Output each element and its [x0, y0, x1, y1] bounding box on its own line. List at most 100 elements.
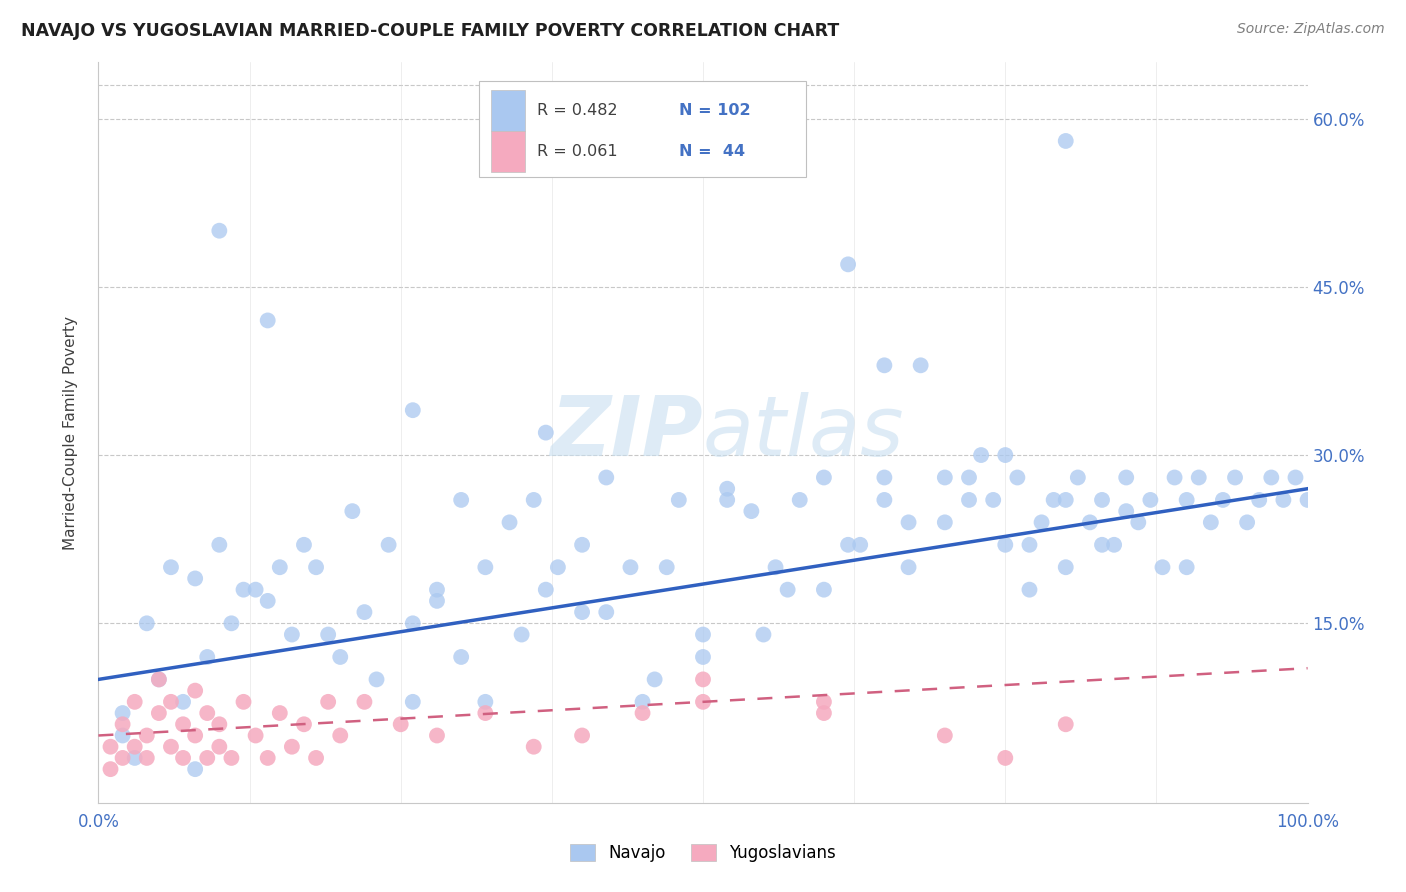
- Point: [232, 695, 254, 709]
- Point: [716, 482, 738, 496]
- Point: [195, 706, 218, 720]
- Point: [329, 729, 352, 743]
- Point: [172, 695, 194, 709]
- Point: [389, 717, 412, 731]
- Point: [1272, 492, 1295, 507]
- Point: [934, 470, 956, 484]
- Point: [124, 751, 146, 765]
- Point: [692, 695, 714, 709]
- Point: [1115, 504, 1137, 518]
- Point: [957, 492, 980, 507]
- Point: [547, 560, 569, 574]
- Point: [256, 751, 278, 765]
- Point: [1054, 717, 1077, 731]
- Point: [1249, 492, 1271, 507]
- Point: [366, 673, 388, 687]
- Point: [1139, 492, 1161, 507]
- Point: [1128, 516, 1150, 530]
- Point: [1260, 470, 1282, 484]
- Point: [316, 695, 339, 709]
- Text: NAVAJO VS YUGOSLAVIAN MARRIED-COUPLE FAMILY POVERTY CORRELATION CHART: NAVAJO VS YUGOSLAVIAN MARRIED-COUPLE FAM…: [21, 22, 839, 40]
- Point: [510, 627, 533, 641]
- Point: [910, 359, 932, 373]
- Point: [342, 504, 364, 518]
- Text: atlas: atlas: [703, 392, 904, 473]
- Point: [184, 571, 207, 585]
- Point: [148, 673, 170, 687]
- Point: [160, 739, 183, 754]
- Point: [1236, 516, 1258, 530]
- Point: [655, 560, 678, 574]
- Point: [1163, 470, 1185, 484]
- Point: [1296, 492, 1319, 507]
- Point: [1199, 516, 1222, 530]
- Point: [269, 560, 291, 574]
- Point: [692, 650, 714, 665]
- Point: [813, 470, 835, 484]
- Point: [619, 560, 641, 574]
- Point: [402, 695, 425, 709]
- Point: [1054, 560, 1077, 574]
- Point: [184, 762, 207, 776]
- Point: [269, 706, 291, 720]
- Point: [934, 516, 956, 530]
- Point: [1152, 560, 1174, 574]
- Point: [111, 717, 134, 731]
- Point: [450, 492, 472, 507]
- Point: [256, 313, 278, 327]
- Point: [1115, 470, 1137, 484]
- Point: [1212, 492, 1234, 507]
- Point: [195, 751, 218, 765]
- Point: [934, 729, 956, 743]
- Point: [329, 650, 352, 665]
- Point: [692, 627, 714, 641]
- Point: [402, 403, 425, 417]
- Y-axis label: Married-Couple Family Poverty: Married-Couple Family Poverty: [63, 316, 77, 549]
- Point: [402, 616, 425, 631]
- Point: [1078, 516, 1101, 530]
- Point: [305, 560, 328, 574]
- Point: [353, 695, 375, 709]
- Point: [789, 492, 811, 507]
- Text: ZIP: ZIP: [550, 392, 703, 473]
- FancyBboxPatch shape: [492, 131, 526, 171]
- Point: [837, 257, 859, 271]
- Point: [1067, 470, 1090, 484]
- Point: [172, 751, 194, 765]
- Point: [523, 492, 546, 507]
- Point: [1091, 492, 1114, 507]
- Point: [994, 448, 1017, 462]
- Text: N = 102: N = 102: [679, 103, 751, 118]
- Point: [426, 594, 449, 608]
- Point: [571, 538, 593, 552]
- Point: [160, 695, 183, 709]
- Point: [353, 605, 375, 619]
- Point: [221, 616, 243, 631]
- Point: [957, 470, 980, 484]
- Point: [100, 762, 122, 776]
- Point: [474, 706, 496, 720]
- Point: [849, 538, 872, 552]
- Point: [644, 673, 666, 687]
- Point: [281, 627, 304, 641]
- Point: [1054, 492, 1077, 507]
- Point: [668, 492, 690, 507]
- Point: [571, 605, 593, 619]
- Point: [1223, 470, 1246, 484]
- Point: [1054, 134, 1077, 148]
- Point: [1175, 560, 1198, 574]
- Point: [897, 560, 920, 574]
- Point: [595, 470, 617, 484]
- Point: [426, 582, 449, 597]
- Point: [1031, 516, 1053, 530]
- Point: [148, 706, 170, 720]
- Point: [135, 729, 157, 743]
- Legend: Navajo, Yugoslavians: Navajo, Yugoslavians: [564, 837, 842, 869]
- Point: [292, 717, 315, 731]
- Point: [498, 516, 520, 530]
- Point: [232, 582, 254, 597]
- Point: [1018, 582, 1040, 597]
- Point: [292, 538, 315, 552]
- Point: [135, 751, 157, 765]
- Point: [208, 717, 231, 731]
